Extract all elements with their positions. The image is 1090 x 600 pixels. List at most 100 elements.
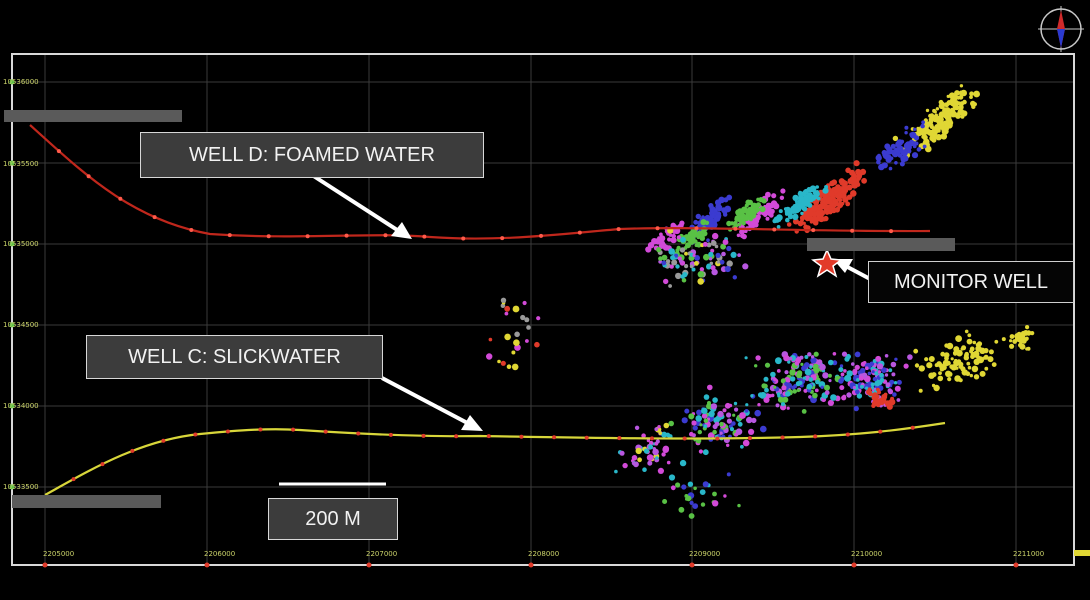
event-point	[918, 365, 925, 372]
stage-marker	[383, 233, 388, 238]
event-point	[798, 380, 803, 385]
event-point	[944, 102, 950, 108]
event-point	[841, 184, 848, 191]
event-point	[879, 372, 884, 378]
event-point	[779, 195, 785, 200]
event-point	[818, 381, 826, 388]
event-point	[828, 379, 832, 383]
event-point	[647, 460, 653, 466]
event-point	[937, 375, 944, 382]
x-tick-mark	[42, 562, 48, 568]
event-point	[695, 213, 701, 220]
event-point	[760, 392, 767, 398]
event-point	[645, 246, 652, 253]
event-point	[691, 236, 695, 240]
event-point	[958, 90, 964, 96]
event-point	[655, 456, 659, 460]
event-point	[899, 161, 905, 167]
map-frame	[11, 53, 1075, 566]
event-point	[893, 381, 898, 385]
event-point	[768, 208, 773, 213]
event-point	[699, 489, 706, 495]
event-point	[903, 363, 909, 369]
event-point	[750, 394, 754, 398]
event-point	[889, 156, 894, 161]
event-point	[744, 409, 749, 413]
event-point	[823, 207, 831, 214]
event-point	[741, 219, 746, 224]
event-point	[890, 143, 896, 149]
stage-marker	[305, 234, 310, 239]
event-point	[663, 422, 670, 429]
event-point	[984, 366, 989, 371]
event-point	[928, 356, 935, 362]
event-point	[879, 377, 885, 383]
stage-marker	[356, 431, 361, 436]
event-point	[969, 95, 973, 99]
event-point	[714, 244, 719, 249]
event-point	[862, 361, 867, 365]
event-point	[619, 450, 625, 456]
event-point	[763, 396, 770, 403]
event-point	[737, 503, 741, 508]
event-point	[685, 497, 689, 501]
event-point	[681, 277, 687, 283]
event-point	[841, 190, 845, 194]
event-point	[861, 177, 867, 184]
event-point	[931, 129, 936, 134]
event-point	[976, 341, 983, 347]
event-point	[804, 197, 809, 203]
event-point	[712, 500, 719, 507]
event-point	[701, 413, 708, 419]
event-point	[726, 260, 733, 267]
event-point	[973, 374, 980, 380]
event-point	[799, 355, 804, 360]
event-point	[839, 364, 844, 368]
event-point	[784, 370, 789, 375]
event-point	[918, 388, 923, 393]
event-point	[534, 341, 540, 348]
well-d-arrow	[310, 173, 407, 237]
event-point	[712, 397, 718, 403]
stage-marker	[682, 436, 687, 441]
event-point	[738, 210, 744, 216]
well-d-stage-markers	[56, 149, 894, 241]
monitor-well-label: MONITOR WELL	[868, 261, 1074, 303]
event-point	[987, 356, 994, 363]
event-point	[797, 199, 802, 204]
event-point	[642, 467, 647, 473]
event-point	[973, 90, 980, 98]
stage-marker	[584, 435, 589, 440]
event-point	[720, 243, 726, 250]
event-point	[823, 215, 829, 222]
event-point	[949, 364, 954, 370]
event-point	[662, 445, 670, 452]
event-point	[1014, 333, 1021, 340]
event-point	[732, 413, 736, 417]
stage-marker	[161, 438, 166, 443]
event-point	[876, 159, 881, 165]
event-point	[961, 369, 968, 376]
event-point	[697, 271, 705, 278]
event-point	[904, 131, 908, 135]
event-point	[774, 217, 781, 223]
stage-marker	[118, 196, 123, 201]
event-point	[651, 238, 658, 245]
event-point	[839, 385, 845, 391]
event-point	[791, 385, 796, 390]
event-point	[740, 444, 744, 449]
event-point	[675, 482, 681, 488]
event-point	[684, 494, 689, 498]
stage-marker	[193, 432, 198, 437]
event-point	[511, 363, 519, 371]
event-point	[806, 383, 813, 390]
event-point	[971, 104, 976, 110]
event-point	[691, 420, 697, 426]
event-point	[659, 232, 663, 237]
event-point	[726, 245, 732, 252]
stage-marker	[772, 227, 777, 232]
event-point	[932, 108, 937, 113]
event-point	[702, 241, 708, 247]
event-point	[884, 373, 889, 377]
event-point	[504, 311, 509, 316]
